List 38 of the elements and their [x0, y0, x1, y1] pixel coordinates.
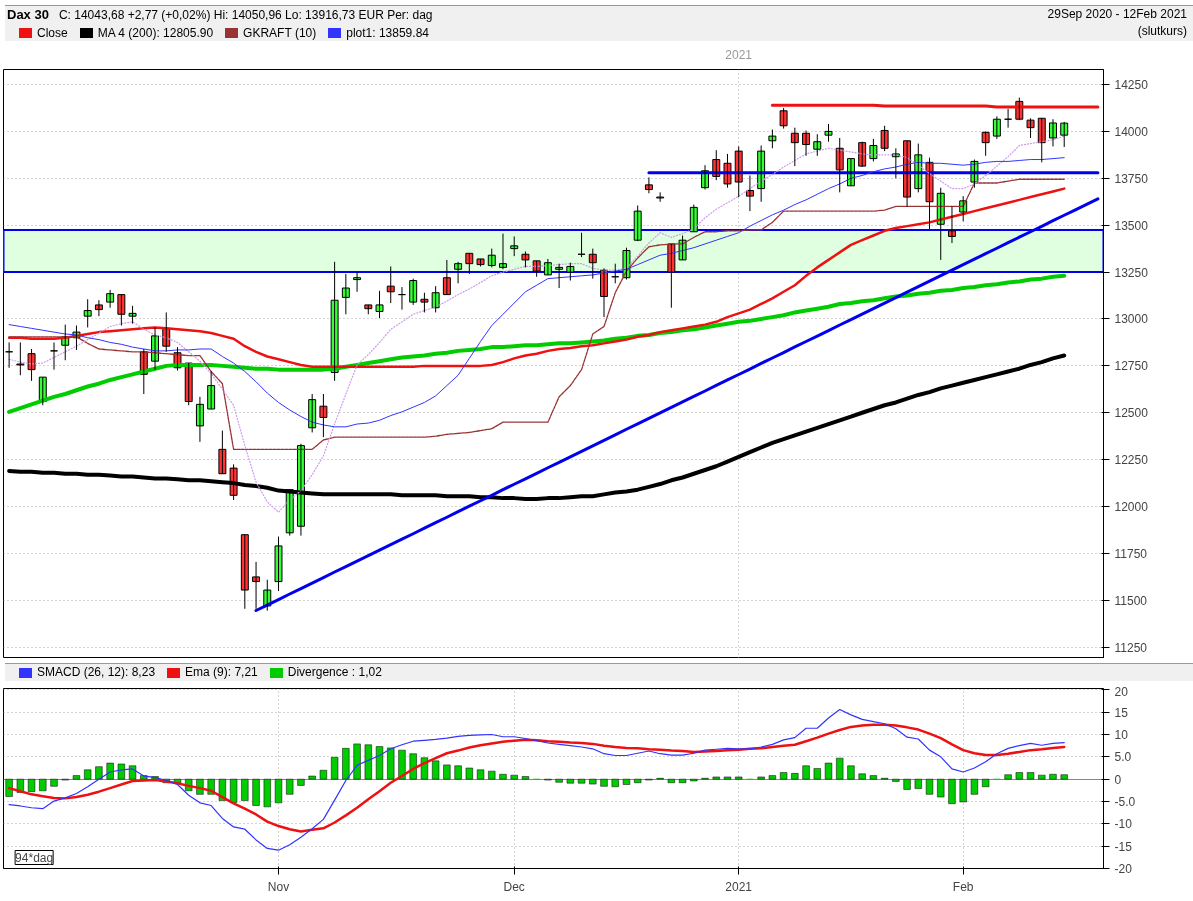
legend-label: GKRAFT (10)	[243, 25, 317, 40]
y-tick-label: 0	[1114, 772, 1122, 787]
y-tick-label: 14000	[1114, 124, 1149, 139]
x-tick-label: 2021	[725, 879, 753, 894]
x-tick-label: 2021	[725, 47, 753, 62]
y-tick-label: 14250	[1114, 78, 1149, 93]
legend-label: Divergence : 1,02	[287, 665, 382, 679]
y-tick-label: 13750	[1114, 171, 1149, 186]
y-tick-label: 10	[1114, 728, 1129, 742]
x-tick-label: Feb	[952, 879, 974, 894]
y-tick-label: 12750	[1114, 359, 1149, 374]
y-tick-label: -5.0	[1114, 795, 1136, 809]
y-tick-label: -20	[1114, 862, 1133, 876]
chart-subtitle: C: 14043,68 +2,77 (+0,02%) Hi: 14050,96 Lo: 13916,73 EUR Per: dag	[58, 8, 433, 22]
y-tick-label: 11500	[1114, 593, 1148, 608]
y-tick-label: 15	[1114, 705, 1129, 720]
y-tick-label: 13250	[1114, 265, 1149, 280]
y-tick-label: -15	[1114, 839, 1133, 854]
y-tick-label: -10	[1114, 817, 1133, 832]
text: (slutkurs)	[1137, 24, 1187, 39]
y-tick-label: 11250	[1114, 640, 1148, 655]
y-tick-label: 13500	[1114, 218, 1149, 233]
legend-label: Ema (9): 7,21	[185, 665, 258, 679]
x-tick-label: Nov	[267, 879, 290, 894]
y-tick-label: 12250	[1114, 453, 1149, 468]
y-tick-label: 20	[1114, 684, 1129, 699]
chart-title: Dax 30	[7, 7, 49, 22]
legend-label: Close	[37, 25, 68, 40]
text: 29Sep 2020 - 12Feb 2021	[1047, 7, 1187, 21]
y-tick-label: 5.0	[1114, 750, 1132, 765]
y-tick-label: 13000	[1114, 312, 1149, 327]
y-tick-label: 12000	[1114, 500, 1149, 515]
x-tick-label: Dec	[503, 879, 525, 894]
legend-label: MA 4 (200): 12805.90	[97, 25, 214, 40]
legend-label: plot1: 13859.84	[346, 25, 429, 40]
y-tick-label: 12500	[1114, 406, 1149, 421]
y-tick-label: 11750	[1114, 546, 1148, 561]
legend-label: SMACD (26, 12): 8,23	[37, 665, 156, 679]
